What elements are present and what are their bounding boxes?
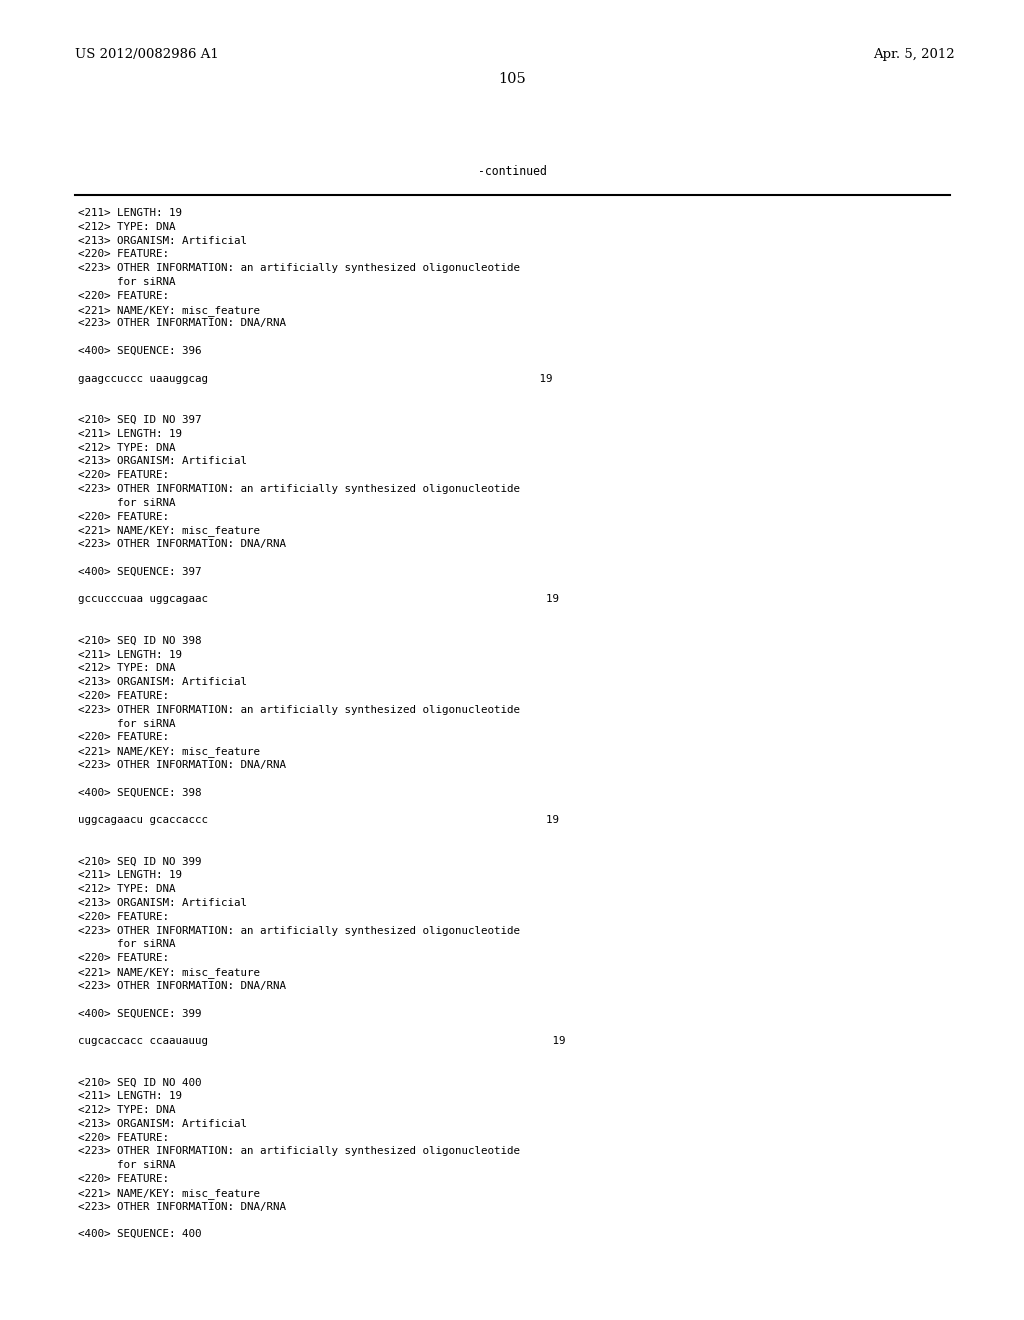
Text: <212> TYPE: DNA: <212> TYPE: DNA (78, 1105, 175, 1115)
Text: <211> LENGTH: 19: <211> LENGTH: 19 (78, 209, 182, 218)
Text: <223> OTHER INFORMATION: an artificially synthesized oligonucleotide: <223> OTHER INFORMATION: an artificially… (78, 705, 520, 715)
Text: <220> FEATURE:: <220> FEATURE: (78, 1173, 169, 1184)
Text: <210> SEQ ID NO 400: <210> SEQ ID NO 400 (78, 1077, 202, 1088)
Text: <211> LENGTH: 19: <211> LENGTH: 19 (78, 1092, 182, 1101)
Text: <223> OTHER INFORMATION: an artificially synthesized oligonucleotide: <223> OTHER INFORMATION: an artificially… (78, 925, 520, 936)
Text: <223> OTHER INFORMATION: DNA/RNA: <223> OTHER INFORMATION: DNA/RNA (78, 1201, 286, 1212)
Text: gaagccuccc uaauggcag                                                   19: gaagccuccc uaauggcag 19 (78, 374, 553, 384)
Text: <400> SEQUENCE: 397: <400> SEQUENCE: 397 (78, 566, 202, 577)
Text: <221> NAME/KEY: misc_feature: <221> NAME/KEY: misc_feature (78, 968, 260, 978)
Text: <220> FEATURE:: <220> FEATURE: (78, 733, 169, 742)
Text: <212> TYPE: DNA: <212> TYPE: DNA (78, 222, 175, 232)
Text: <211> LENGTH: 19: <211> LENGTH: 19 (78, 649, 182, 660)
Text: for siRNA: for siRNA (78, 940, 175, 949)
Text: for siRNA: for siRNA (78, 1160, 175, 1171)
Text: <220> FEATURE:: <220> FEATURE: (78, 912, 169, 921)
Text: cugcaccacc ccaauauug                                                     19: cugcaccacc ccaauauug 19 (78, 1036, 565, 1045)
Text: <211> LENGTH: 19: <211> LENGTH: 19 (78, 429, 182, 438)
Text: gccucccuaa uggcagaac                                                    19: gccucccuaa uggcagaac 19 (78, 594, 559, 605)
Text: <400> SEQUENCE: 398: <400> SEQUENCE: 398 (78, 788, 202, 797)
Text: <400> SEQUENCE: 400: <400> SEQUENCE: 400 (78, 1229, 202, 1239)
Text: <221> NAME/KEY: misc_feature: <221> NAME/KEY: misc_feature (78, 1188, 260, 1199)
Text: uggcagaacu gcaccaccc                                                    19: uggcagaacu gcaccaccc 19 (78, 816, 559, 825)
Text: <220> FEATURE:: <220> FEATURE: (78, 512, 169, 521)
Text: Apr. 5, 2012: Apr. 5, 2012 (873, 48, 955, 61)
Text: US 2012/0082986 A1: US 2012/0082986 A1 (75, 48, 219, 61)
Text: <223> OTHER INFORMATION: DNA/RNA: <223> OTHER INFORMATION: DNA/RNA (78, 539, 286, 549)
Text: 105: 105 (498, 73, 526, 86)
Text: <220> FEATURE:: <220> FEATURE: (78, 690, 169, 701)
Text: <221> NAME/KEY: misc_feature: <221> NAME/KEY: misc_feature (78, 305, 260, 315)
Text: <221> NAME/KEY: misc_feature: <221> NAME/KEY: misc_feature (78, 525, 260, 536)
Text: <223> OTHER INFORMATION: DNA/RNA: <223> OTHER INFORMATION: DNA/RNA (78, 760, 286, 770)
Text: for siRNA: for siRNA (78, 498, 175, 508)
Text: <223> OTHER INFORMATION: DNA/RNA: <223> OTHER INFORMATION: DNA/RNA (78, 318, 286, 329)
Text: <223> OTHER INFORMATION: DNA/RNA: <223> OTHER INFORMATION: DNA/RNA (78, 981, 286, 991)
Text: <223> OTHER INFORMATION: an artificially synthesized oligonucleotide: <223> OTHER INFORMATION: an artificially… (78, 1146, 520, 1156)
Text: <220> FEATURE:: <220> FEATURE: (78, 290, 169, 301)
Text: <212> TYPE: DNA: <212> TYPE: DNA (78, 664, 175, 673)
Text: <213> ORGANISM: Artificial: <213> ORGANISM: Artificial (78, 235, 247, 246)
Text: <400> SEQUENCE: 399: <400> SEQUENCE: 399 (78, 1008, 202, 1019)
Text: <210> SEQ ID NO 398: <210> SEQ ID NO 398 (78, 636, 202, 645)
Text: <213> ORGANISM: Artificial: <213> ORGANISM: Artificial (78, 677, 247, 688)
Text: <220> FEATURE:: <220> FEATURE: (78, 1133, 169, 1143)
Text: <220> FEATURE:: <220> FEATURE: (78, 953, 169, 964)
Text: for siRNA: for siRNA (78, 277, 175, 286)
Text: -continued: -continued (477, 165, 547, 178)
Text: <220> FEATURE:: <220> FEATURE: (78, 470, 169, 480)
Text: <223> OTHER INFORMATION: an artificially synthesized oligonucleotide: <223> OTHER INFORMATION: an artificially… (78, 484, 520, 494)
Text: <213> ORGANISM: Artificial: <213> ORGANISM: Artificial (78, 457, 247, 466)
Text: <210> SEQ ID NO 397: <210> SEQ ID NO 397 (78, 414, 202, 425)
Text: for siRNA: for siRNA (78, 718, 175, 729)
Text: <211> LENGTH: 19: <211> LENGTH: 19 (78, 870, 182, 880)
Text: <400> SEQUENCE: 396: <400> SEQUENCE: 396 (78, 346, 202, 356)
Text: <220> FEATURE:: <220> FEATURE: (78, 249, 169, 260)
Text: <212> TYPE: DNA: <212> TYPE: DNA (78, 442, 175, 453)
Text: <223> OTHER INFORMATION: an artificially synthesized oligonucleotide: <223> OTHER INFORMATION: an artificially… (78, 263, 520, 273)
Text: <212> TYPE: DNA: <212> TYPE: DNA (78, 884, 175, 894)
Text: <210> SEQ ID NO 399: <210> SEQ ID NO 399 (78, 857, 202, 867)
Text: <221> NAME/KEY: misc_feature: <221> NAME/KEY: misc_feature (78, 746, 260, 758)
Text: <213> ORGANISM: Artificial: <213> ORGANISM: Artificial (78, 1119, 247, 1129)
Text: <213> ORGANISM: Artificial: <213> ORGANISM: Artificial (78, 898, 247, 908)
